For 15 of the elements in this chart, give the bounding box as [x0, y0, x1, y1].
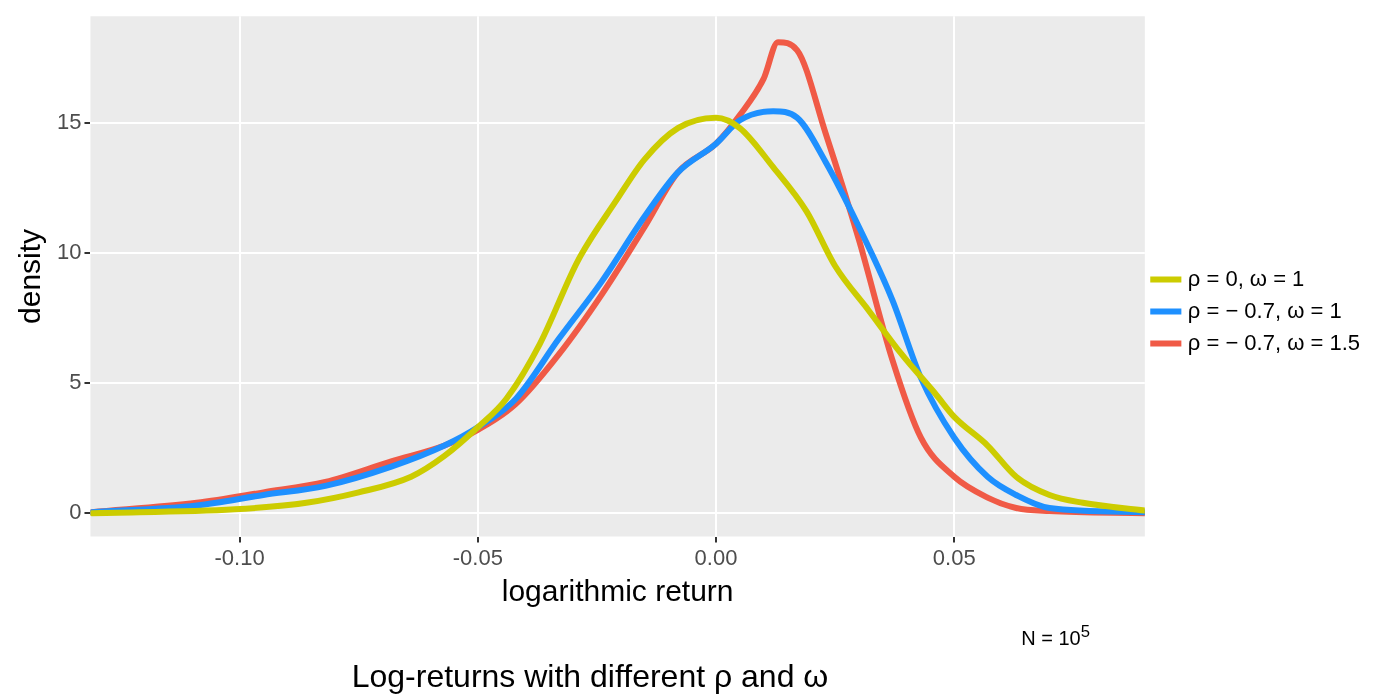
x-tick-label: -0.05	[452, 544, 503, 570]
x-tick-label: -0.10	[214, 544, 265, 570]
x-axis-title: logarithmic return	[501, 574, 734, 608]
legend-label: ρ = − 0.7, ω = 1.5	[1187, 329, 1360, 355]
legend-label: ρ = − 0.7, ω = 1	[1187, 297, 1342, 323]
text: Log-returns with different ρ and ω	[350, 658, 830, 695]
text: N = 10$^{5}$	[1021, 622, 1090, 650]
y-tick-label: 15	[56, 108, 82, 134]
y-axis-title: density	[13, 228, 47, 324]
y-tick-label: 0	[69, 499, 82, 525]
x-tick-label: 0.05	[932, 544, 976, 570]
y-tick-label: 5	[69, 369, 82, 395]
x-tick-label: 0.00	[694, 544, 738, 570]
y-tick-label: 10	[56, 239, 82, 265]
legend-label: ρ = 0, ω = 1	[1187, 265, 1305, 291]
